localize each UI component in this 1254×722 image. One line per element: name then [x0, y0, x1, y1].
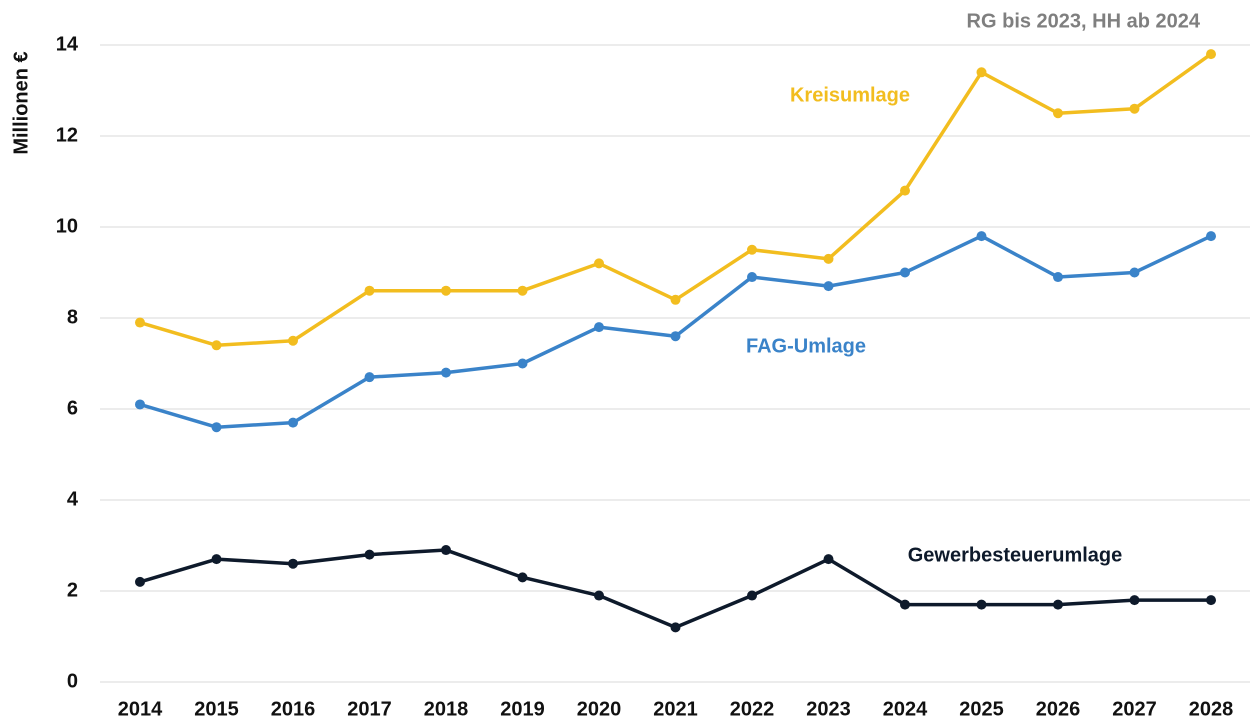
x-tick-label: 2018 — [424, 698, 469, 720]
x-tick-label: 2026 — [1036, 698, 1081, 720]
data-point — [441, 367, 451, 378]
data-point — [976, 599, 987, 610]
data-point — [1129, 103, 1140, 114]
data-point — [976, 67, 987, 78]
data-point — [1053, 599, 1063, 610]
x-tick-label: 2024 — [883, 698, 928, 720]
x-tick-label: 2014 — [118, 698, 163, 720]
data-point — [1129, 595, 1140, 606]
series-label: Kreisumlage — [790, 84, 910, 106]
x-tick-label: 2015 — [194, 698, 239, 720]
data-point — [1206, 49, 1216, 60]
data-point — [670, 622, 681, 633]
data-point — [594, 258, 604, 269]
data-point — [288, 558, 298, 569]
x-tick-label: 2023 — [806, 698, 851, 720]
data-point — [364, 285, 375, 296]
data-point — [211, 340, 222, 351]
annotation: RG bis 2023, HH ab 2024 — [967, 10, 1201, 32]
y-tick-label: 2 — [67, 579, 78, 601]
x-tick-label: 2017 — [347, 698, 392, 720]
y-tick-label: 14 — [56, 33, 79, 55]
x-tick-label: 2022 — [730, 698, 775, 720]
x-tick-label: 2028 — [1189, 698, 1234, 720]
y-tick-label: 12 — [56, 124, 78, 146]
data-point — [517, 358, 528, 369]
y-tick-label: 4 — [67, 488, 79, 510]
x-tick-label: 2019 — [500, 698, 545, 720]
data-point — [823, 554, 834, 565]
data-point — [670, 294, 681, 305]
data-point — [747, 590, 757, 601]
y-tick-label: 0 — [67, 670, 78, 692]
data-point — [211, 422, 222, 433]
data-point — [441, 545, 451, 556]
data-point — [900, 185, 910, 196]
series-label: Gewerbesteuerumlage — [908, 544, 1123, 566]
x-tick-label: 2016 — [271, 698, 316, 720]
data-point — [900, 599, 910, 610]
data-point — [517, 572, 528, 583]
data-point — [1206, 231, 1216, 242]
y-tick-label: 6 — [67, 397, 78, 419]
data-point — [288, 335, 298, 346]
data-point — [364, 372, 375, 383]
data-point — [135, 399, 145, 410]
y-axis-label: Millionen € — [10, 51, 32, 154]
x-tick-label: 2027 — [1112, 698, 1157, 720]
data-point — [1129, 267, 1140, 278]
data-point — [211, 554, 222, 565]
data-point — [288, 417, 298, 428]
data-point — [135, 317, 145, 328]
data-point — [517, 285, 528, 296]
data-point — [823, 281, 834, 292]
x-tick-label: 2021 — [653, 698, 698, 720]
series-label: FAG-Umlage — [746, 335, 866, 357]
y-tick-label: 8 — [67, 306, 78, 328]
data-point — [670, 331, 681, 342]
data-point — [1053, 108, 1063, 119]
data-point — [747, 244, 757, 255]
data-point — [1053, 272, 1063, 283]
data-point — [900, 267, 910, 278]
data-point — [594, 322, 604, 333]
data-point — [364, 549, 375, 560]
y-tick-label: 10 — [56, 215, 78, 237]
data-point — [747, 272, 757, 283]
data-point — [135, 576, 145, 587]
x-tick-label: 2020 — [577, 698, 622, 720]
data-point — [1206, 595, 1216, 606]
x-tick-label: 2025 — [959, 698, 1004, 720]
data-point — [594, 590, 604, 601]
data-point — [441, 285, 451, 296]
data-point — [976, 231, 987, 242]
data-point — [823, 253, 834, 264]
